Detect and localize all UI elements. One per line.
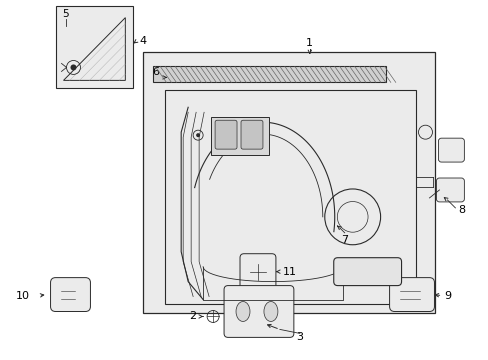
FancyBboxPatch shape [333,258,401,285]
FancyBboxPatch shape [436,178,464,202]
Text: 3: 3 [296,332,303,342]
Text: 6: 6 [151,67,159,77]
Text: 2: 2 [189,311,196,321]
FancyBboxPatch shape [224,285,293,337]
Text: 4: 4 [140,36,146,46]
Text: 8: 8 [457,205,464,215]
Bar [211,117,268,155]
Text: 1: 1 [305,37,313,48]
Text: 7: 7 [341,235,347,245]
Bar [153,67,385,82]
FancyBboxPatch shape [241,120,263,149]
Ellipse shape [236,302,249,321]
Circle shape [70,64,76,71]
FancyBboxPatch shape [215,120,237,149]
Text: 10: 10 [16,291,30,301]
Text: 5: 5 [62,9,69,19]
Text: 11: 11 [282,267,296,276]
Bar [143,53,435,314]
FancyBboxPatch shape [240,254,275,289]
FancyBboxPatch shape [438,138,464,162]
FancyBboxPatch shape [50,278,90,311]
Bar [56,6,133,88]
Ellipse shape [264,302,277,321]
FancyBboxPatch shape [389,278,433,311]
Text: 9: 9 [443,291,450,301]
Circle shape [196,133,200,137]
